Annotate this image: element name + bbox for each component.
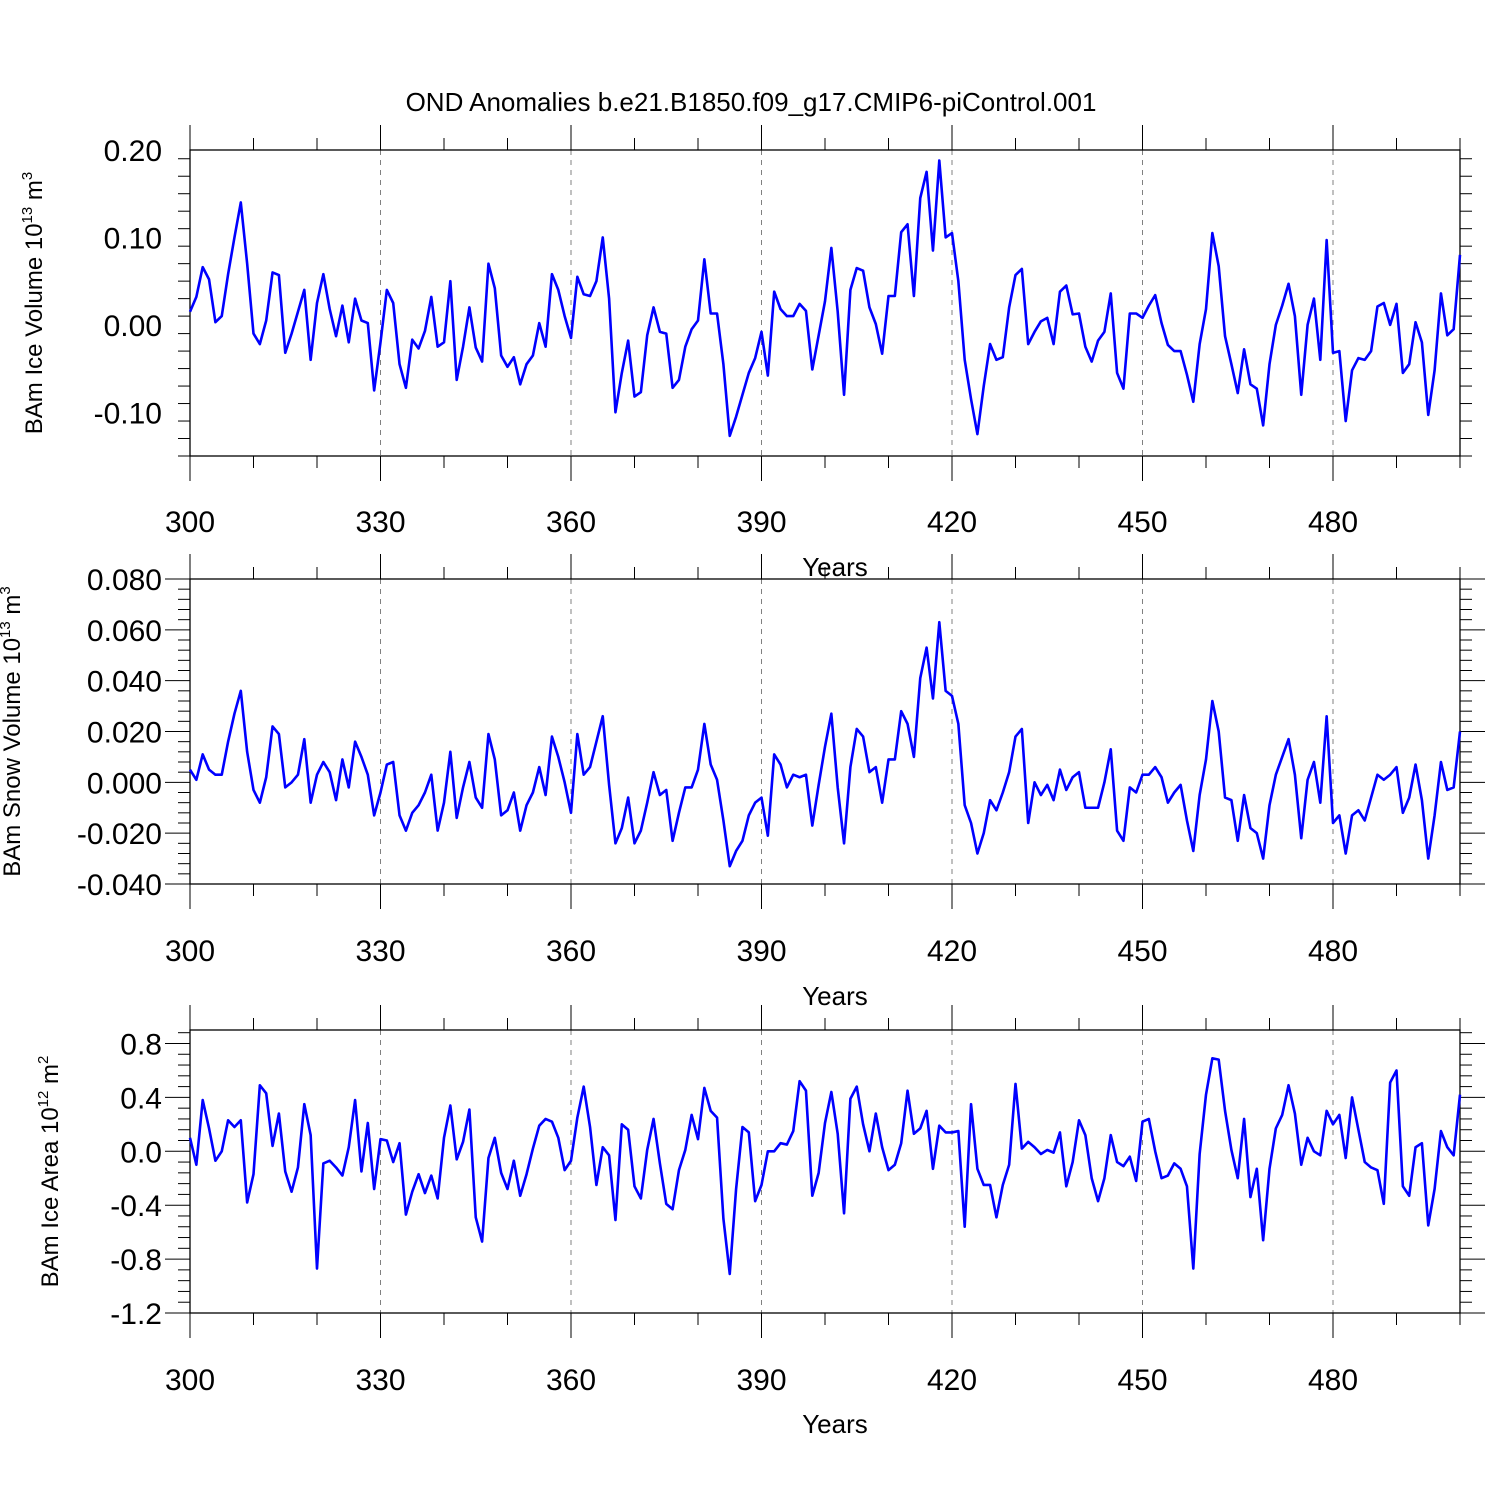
y-tick-label: 0.080 <box>87 564 162 597</box>
y-axis-label-unit-exponent: 3 <box>0 586 14 594</box>
x-tick-label: 300 <box>165 1364 215 1397</box>
y-tick-label: 0.000 <box>87 767 162 800</box>
y-tick-label: -0.040 <box>77 869 162 902</box>
x-tick-label: 390 <box>736 1364 786 1397</box>
y-tick-label: 0.4 <box>120 1082 162 1115</box>
y-tick-label: -0.020 <box>77 818 162 851</box>
y-tick-label: -0.8 <box>110 1244 162 1277</box>
series-line <box>188 620 1462 868</box>
x-tick-label: 300 <box>165 506 215 539</box>
y-axis-label-unit-exponent: 3 <box>19 172 36 180</box>
x-axis-label: Years <box>802 1409 868 1439</box>
y-tick-label: 0.060 <box>87 615 162 648</box>
x-tick-label: 390 <box>736 506 786 539</box>
y-axis-label-main: BAm Ice Area 10 <box>37 1107 64 1287</box>
x-tick-label: 450 <box>1117 506 1167 539</box>
chart-panel-1: 300 330 360 390 420 450 480 -0.10 0.00 0.10 0.20 Ye… <box>19 125 1472 582</box>
y-axis-label-unit: m <box>21 180 48 207</box>
x-tick-label: 360 <box>546 506 596 539</box>
y-tick-label: -1.2 <box>110 1298 162 1331</box>
y-axis-label: BAm Ice Volume 1013 m3 <box>19 172 48 434</box>
chart-title: OND Anomalies b.e21.B1850.f09_g17.CMIP6-… <box>406 87 1097 117</box>
x-tick-label: 330 <box>355 935 405 968</box>
x-axis-label: Years <box>802 552 868 582</box>
x-tick-label: 420 <box>927 935 977 968</box>
y-axis-label-exponent: 13 <box>0 621 14 638</box>
series-line <box>188 1057 1462 1276</box>
y-axis-label: BAm Ice Area 1012 m2 <box>35 1056 64 1288</box>
x-tick-label: 390 <box>736 935 786 968</box>
y-tick-label: 0.10 <box>104 222 162 255</box>
y-tick-label: -0.10 <box>94 397 162 430</box>
x-tick-label: 480 <box>1308 506 1358 539</box>
chart-panel-3: 300 330 360 390 420 450 480 -1.2 -0.8 -0.4 0.0 0.4 0… <box>35 1005 1485 1439</box>
x-tick-label: 450 <box>1117 935 1167 968</box>
y-tick-label: 0.020 <box>87 717 162 750</box>
y-axis-label-main: BAm Ice Volume 10 <box>21 223 48 434</box>
y-axis-label-main: BAm Snow Volume 10 <box>0 638 26 877</box>
y-axis-label-exponent: 13 <box>19 207 36 224</box>
x-tick-label: 330 <box>355 1364 405 1397</box>
x-tick-label: 330 <box>355 506 405 539</box>
x-tick-label: 480 <box>1308 935 1358 968</box>
y-axis-label-exponent: 12 <box>35 1091 52 1108</box>
x-tick-label: 300 <box>165 935 215 968</box>
y-tick-label: -0.4 <box>110 1190 162 1223</box>
chart-panel-2: 300 330 360 390 420 450 480 -0.040 -0.020 0.000 0.… <box>0 554 1485 1011</box>
x-tick-label: 420 <box>927 506 977 539</box>
y-tick-label: 0.8 <box>120 1028 162 1061</box>
y-tick-label: 0.00 <box>104 310 162 343</box>
x-tick-label: 360 <box>546 935 596 968</box>
x-axis-label: Years <box>802 981 868 1011</box>
y-tick-label: 0.20 <box>104 135 162 168</box>
y-axis-label: BAm Snow Volume 1013 m3 <box>0 586 26 877</box>
y-tick-label: 0.0 <box>120 1136 162 1169</box>
y-axis-label-unit-exponent: 2 <box>35 1056 52 1064</box>
x-tick-label: 480 <box>1308 1364 1358 1397</box>
y-tick-label: 0.040 <box>87 666 162 699</box>
x-tick-label: 450 <box>1117 1364 1167 1397</box>
y-axis-label-unit: m <box>37 1064 64 1091</box>
x-tick-label: 420 <box>927 1364 977 1397</box>
series-line <box>188 159 1462 438</box>
x-tick-label: 360 <box>546 1364 596 1397</box>
y-axis-label-unit: m <box>0 595 26 622</box>
